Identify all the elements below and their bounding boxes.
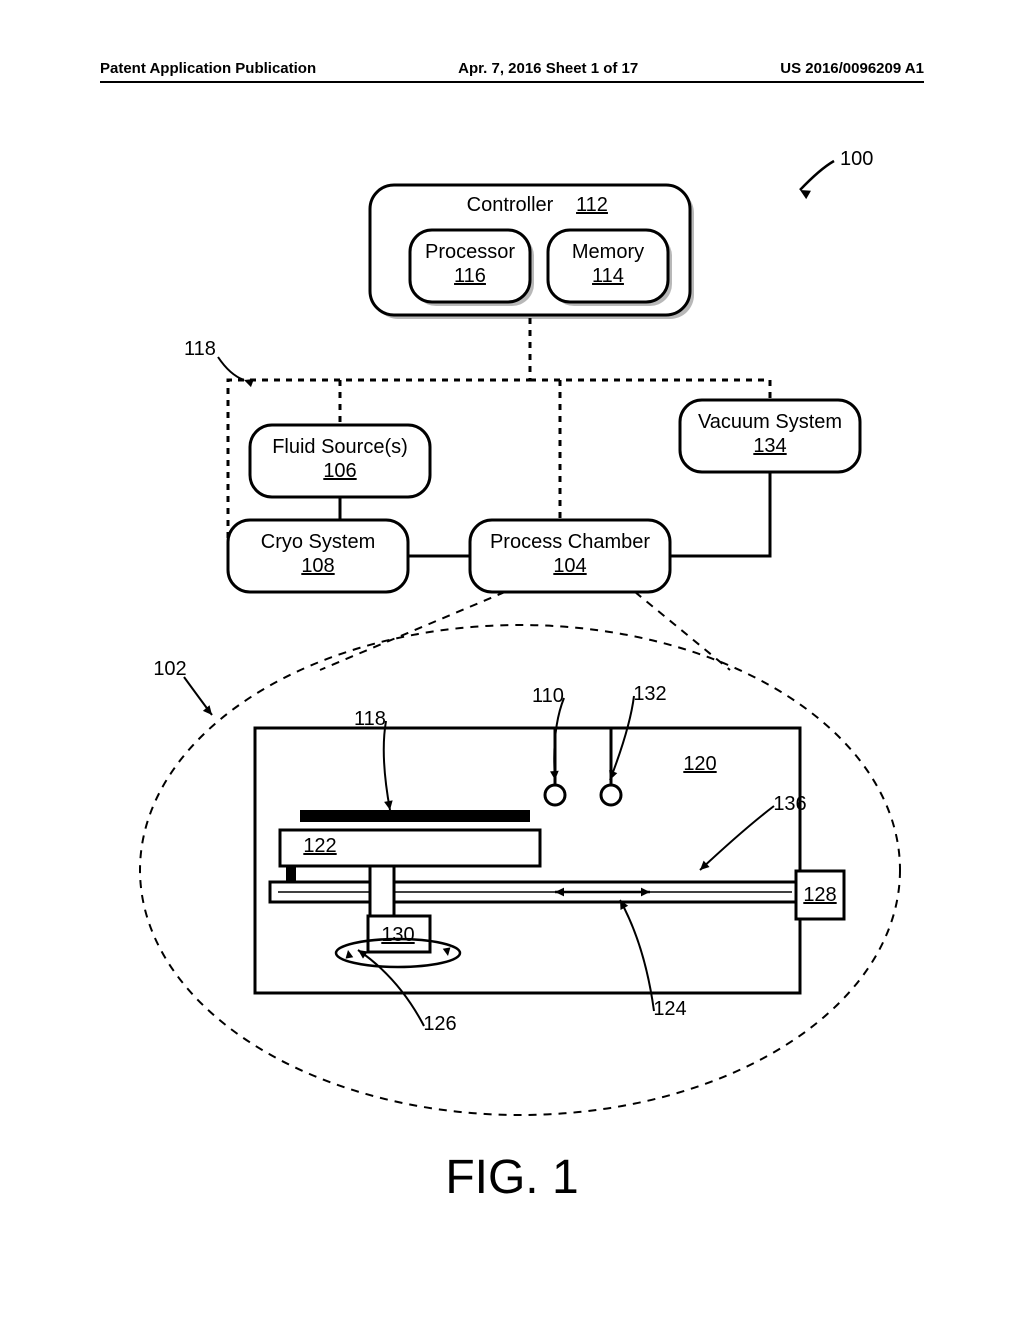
svg-text:108: 108 — [301, 555, 334, 577]
svg-text:Cryo System: Cryo System — [261, 531, 375, 553]
diagram-container: Controller 112 Processor116 Memory114 Fluid … — [0, 90, 1024, 1190]
svg-text:130: 130 — [381, 924, 414, 946]
svg-text:116: 116 — [454, 265, 486, 287]
patent-header: Patent Application Publication Apr. 7, 2… — [100, 60, 924, 83]
svg-text:118: 118 — [184, 338, 216, 360]
svg-text:122: 122 — [303, 835, 336, 857]
svg-text:136: 136 — [773, 793, 806, 815]
header-right: US 2016/0096209 A1 — [780, 60, 924, 77]
system-diagram: Controller 112 Processor116 Memory114 Fluid … — [0, 90, 1024, 1190]
svg-text:114: 114 — [592, 265, 624, 287]
svg-text:Process Chamber: Process Chamber — [490, 531, 650, 553]
svg-text:Vacuum System: Vacuum System — [698, 411, 842, 433]
svg-text:126: 126 — [423, 1013, 456, 1035]
header-left: Patent Application Publication — [100, 60, 316, 77]
svg-text:124: 124 — [653, 998, 686, 1020]
svg-text:110: 110 — [532, 685, 564, 707]
svg-text:Fluid Source(s): Fluid Source(s) — [272, 436, 408, 458]
svg-text:100: 100 — [840, 148, 873, 170]
svg-text:118: 118 — [354, 708, 386, 730]
svg-text:120: 120 — [683, 753, 716, 775]
svg-text:134: 134 — [753, 435, 786, 457]
svg-text:106: 106 — [323, 460, 356, 482]
svg-text:128: 128 — [803, 884, 836, 906]
figure-caption: FIG. 1 — [0, 1150, 1024, 1205]
svg-text:112: 112 — [576, 194, 608, 216]
header-center: Apr. 7, 2016 Sheet 1 of 17 — [458, 60, 638, 77]
svg-text:Controller: Controller — [467, 194, 554, 216]
svg-text:102: 102 — [153, 658, 186, 680]
svg-text:Processor: Processor — [425, 241, 515, 263]
svg-text:104: 104 — [553, 555, 586, 577]
svg-text:132: 132 — [633, 683, 666, 705]
svg-text:Memory: Memory — [572, 241, 644, 263]
